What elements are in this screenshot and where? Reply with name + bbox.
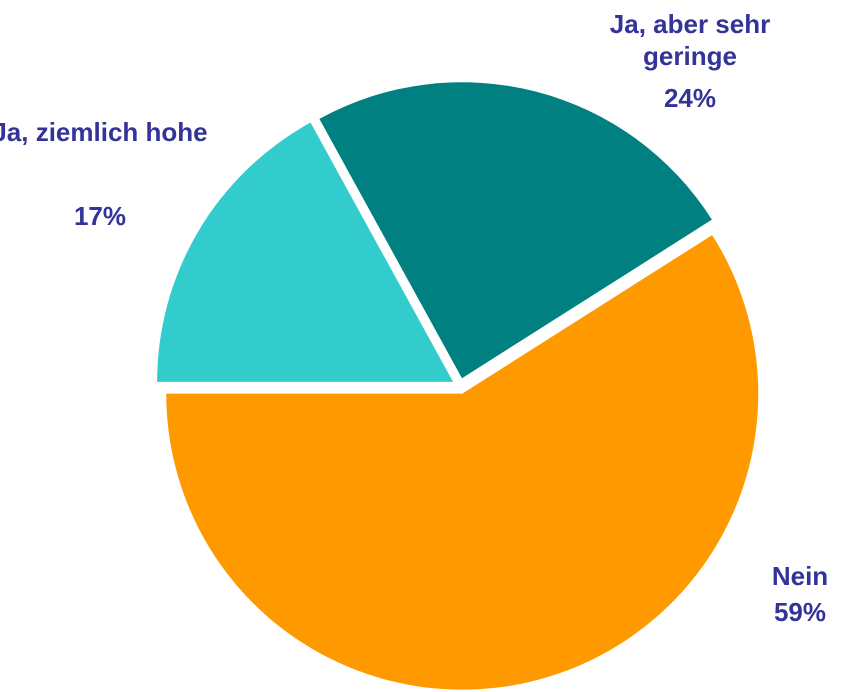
pie-slice [157, 122, 454, 382]
slice-value-label: 17% [73, 201, 127, 231]
pie-slice [319, 82, 712, 379]
slice-name: Ja, aber sehr geringe [609, 9, 771, 71]
slice-name: Nein [771, 561, 829, 591]
slice-value-label: 59% [773, 597, 827, 627]
pie-slice [166, 235, 759, 690]
slice-value-label: 24% [663, 83, 717, 113]
slice-name: Ja, ziemlich hohe [0, 117, 208, 147]
